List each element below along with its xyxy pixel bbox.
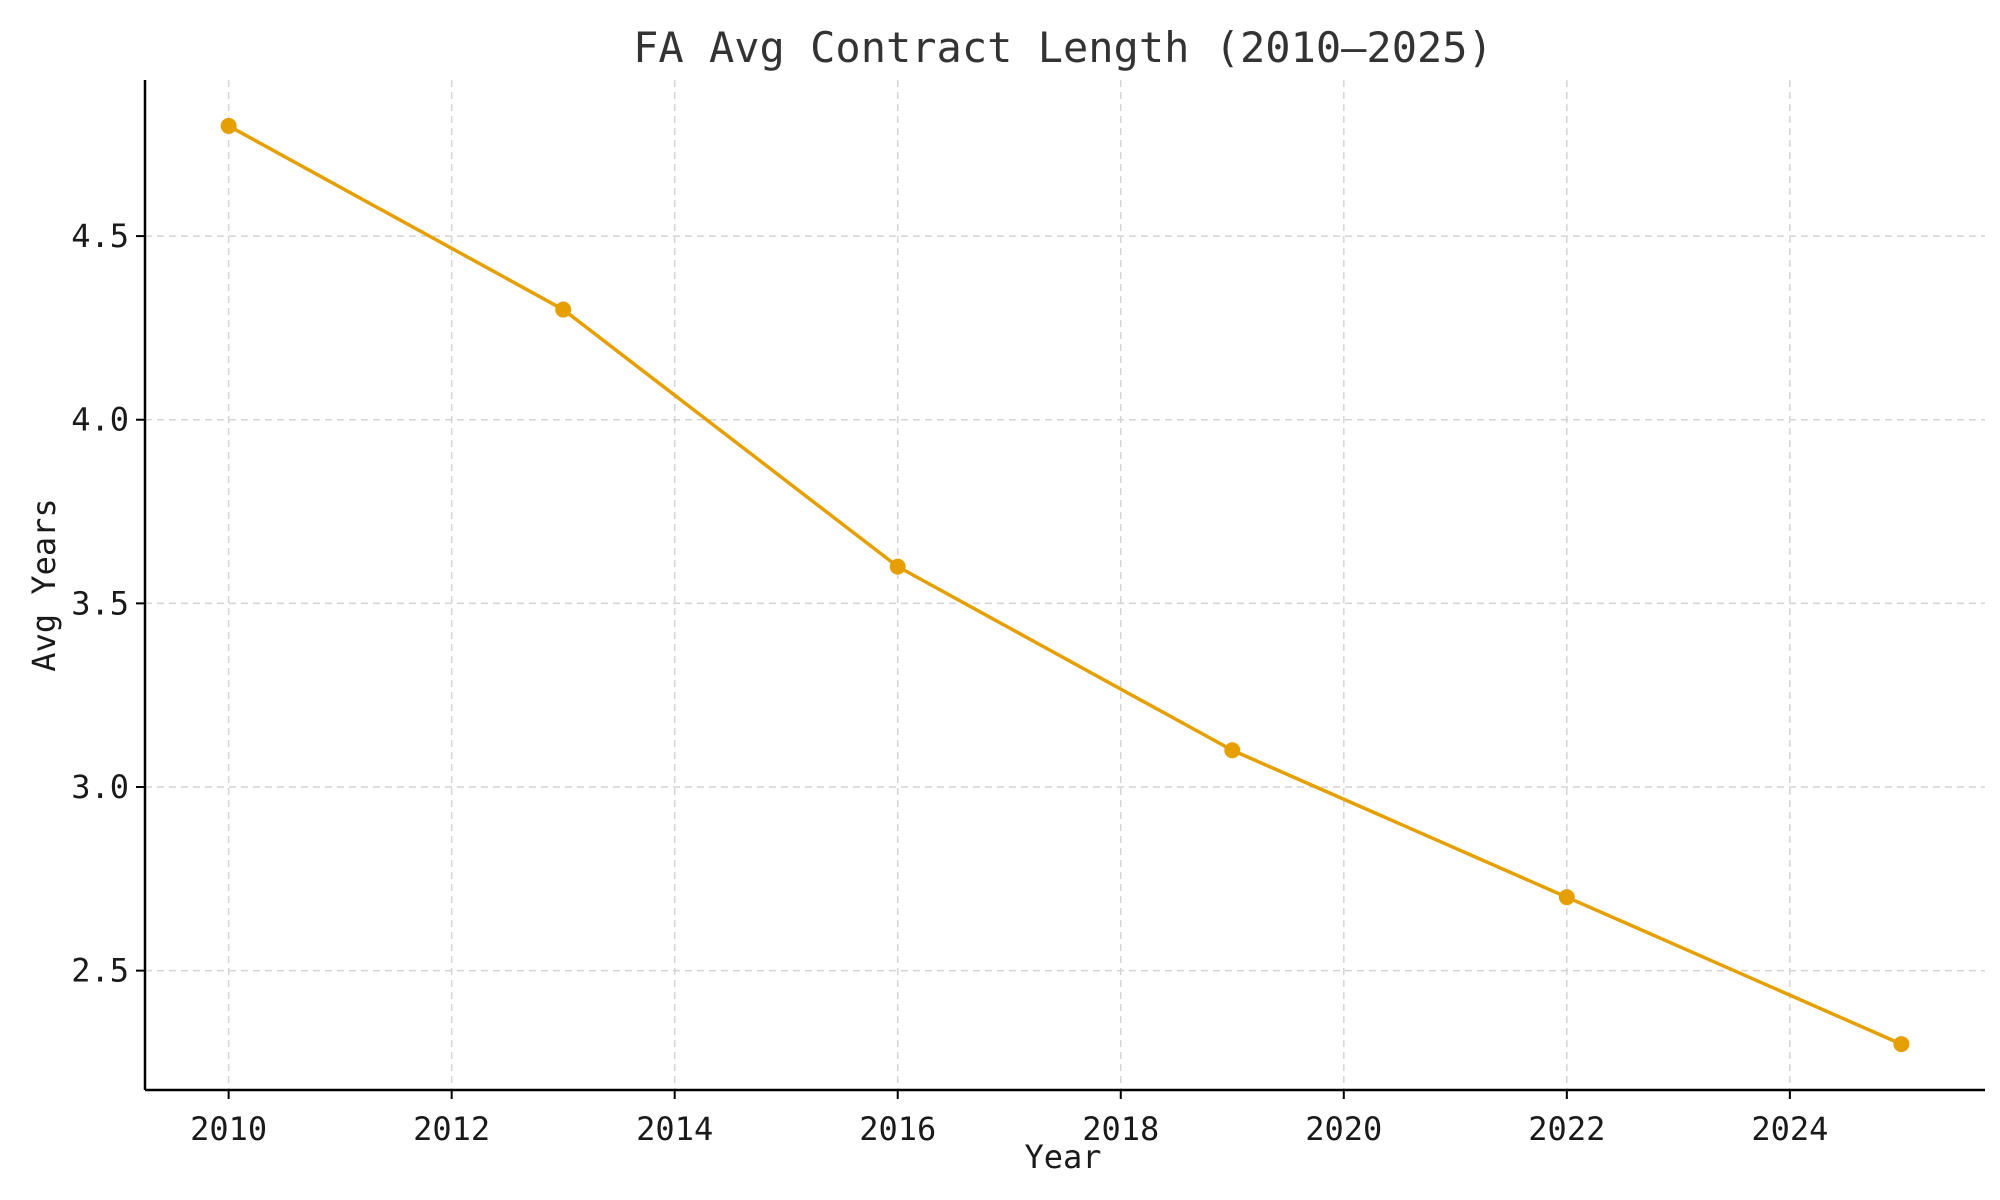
axes xyxy=(136,80,1985,1099)
x-tick-label: 2016 xyxy=(859,1110,936,1148)
x-tick-label: 2024 xyxy=(1751,1110,1828,1148)
data-point xyxy=(1893,1036,1910,1053)
x-tick-label: 2010 xyxy=(190,1110,267,1148)
data-point xyxy=(889,558,906,575)
series-line xyxy=(226,124,1904,1046)
y-tick-label: 3.5 xyxy=(71,584,129,622)
x-tick-label: 2014 xyxy=(636,1110,713,1148)
y-tick-label: 3.0 xyxy=(71,768,129,806)
data-point xyxy=(1558,889,1575,906)
y-tick-label: 4.0 xyxy=(71,401,129,439)
data-point xyxy=(1224,742,1241,759)
tick-labels: 2010 2012 2014 2016 2018 2020 2022 2024 2.5 3.0 3.… xyxy=(71,217,1828,1148)
y-tick-label: 2.5 xyxy=(71,952,129,990)
x-tick-label: 2012 xyxy=(413,1110,490,1148)
x-tick-label: 2018 xyxy=(1082,1110,1159,1148)
y-tick-label: 4.5 xyxy=(71,217,129,255)
x-tick-label: 2020 xyxy=(1305,1110,1382,1148)
x-tick-label: 2022 xyxy=(1528,1110,1605,1148)
y-axis-label: Avg Years xyxy=(25,498,63,671)
data-point xyxy=(555,301,572,318)
chart-title: FA Avg Contract Length (2010–2025) xyxy=(633,23,1493,72)
series-layer xyxy=(220,117,1910,1053)
data-point xyxy=(220,117,237,134)
x-axis-label: Year xyxy=(1024,1138,1101,1176)
